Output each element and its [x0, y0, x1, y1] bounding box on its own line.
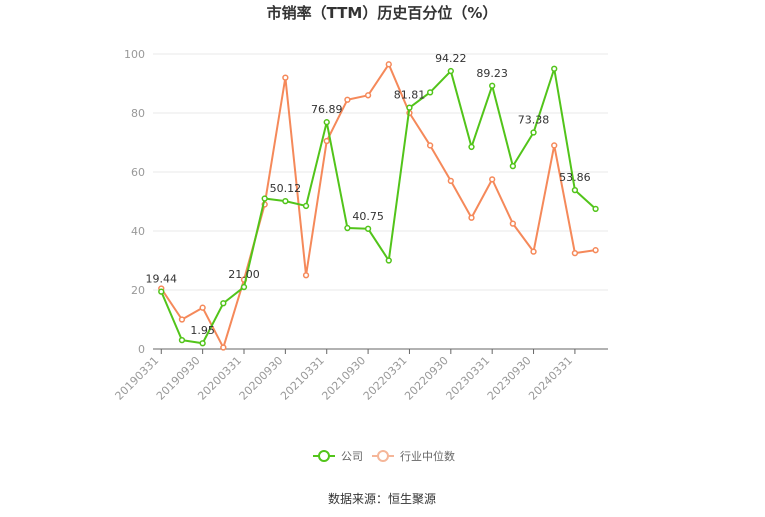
data-point: [468, 214, 475, 221]
data-label: 21.00: [228, 268, 260, 281]
y-axis: 0 20 40 60 80 100: [124, 48, 145, 356]
x-tick-label: 20210331: [278, 354, 327, 403]
data-point: [220, 344, 227, 351]
data-point: [530, 129, 537, 136]
data-point: [344, 224, 351, 232]
data-point: [282, 74, 289, 81]
data-labels: 19.44 1.95 21.00 50.12 76.89 40.75 81.81 94.22 8…: [146, 52, 591, 337]
data-label: 76.89: [311, 103, 343, 116]
data-point: [158, 288, 165, 295]
data-label: 73.38: [518, 114, 550, 127]
data-point: [199, 340, 206, 347]
data-label: 81.81: [394, 89, 426, 102]
x-tick-label: 20230331: [444, 354, 493, 403]
legend-industry-marker: [377, 450, 389, 462]
data-point: [509, 220, 517, 227]
data-point: [489, 82, 496, 89]
data-point: [199, 304, 206, 311]
series-line-0: [160, 67, 597, 345]
x-tick-label: 20200331: [195, 354, 244, 403]
data-point: [509, 162, 517, 170]
data-label: 40.75: [352, 210, 384, 223]
data-point: [447, 177, 454, 185]
y-tick-label: 100: [124, 48, 145, 61]
data-point: [426, 142, 434, 149]
y-tick-label: 60: [131, 166, 145, 179]
data-point: [344, 96, 351, 103]
data-label: 53.86: [559, 171, 591, 184]
data-point: [447, 67, 454, 75]
data-label: 50.12: [270, 182, 302, 195]
data-point: [592, 205, 599, 213]
data-point: [468, 143, 475, 151]
data-point: [530, 248, 537, 255]
data-point: [571, 186, 579, 194]
x-tick-label: 20210930: [319, 354, 368, 403]
data-point: [302, 272, 310, 279]
series-line-1: [160, 63, 596, 349]
x-tick-label: 20220930: [402, 354, 451, 403]
data-label: 1.95: [190, 324, 215, 337]
data-point: [261, 195, 268, 202]
y-tick-label: 0: [138, 343, 145, 356]
x-tick-label: 20220331: [361, 354, 410, 403]
data-point: [220, 300, 227, 307]
data-point: [178, 337, 186, 344]
data-point: [385, 257, 392, 264]
legend-item-industry-median[interactable]: 行业中位数: [372, 449, 455, 463]
y-tick-label: 80: [131, 107, 145, 120]
data-point: [571, 249, 579, 257]
data-point: [489, 176, 496, 183]
data-point: [178, 316, 186, 323]
data-point: [282, 197, 289, 205]
x-tick-label: 20240331: [526, 354, 575, 403]
legend-company-marker: [318, 450, 330, 462]
series-layer: [158, 61, 599, 351]
data-point: [240, 283, 248, 291]
chart-title: 市销率（TTM）历史百分位（%）: [267, 4, 498, 22]
x-tick-label: 20190930: [154, 354, 203, 403]
grid-lines: [153, 53, 608, 291]
legend[interactable]: 公司 行业中位数: [313, 449, 455, 463]
data-point: [302, 202, 310, 210]
x-axis: 2019033120190930202003312020093020210331…: [113, 348, 608, 403]
data-point: [406, 104, 413, 111]
data-point: [323, 119, 330, 126]
data-point: [551, 65, 558, 72]
legend-item-company[interactable]: 公司: [313, 450, 363, 463]
x-tick-label: 20190331: [113, 354, 162, 403]
data-source: 数据来源：恒生聚源: [328, 491, 436, 506]
data-point: [426, 89, 434, 96]
y-tick-label: 40: [131, 225, 145, 238]
data-point: [592, 247, 599, 254]
x-tick-label: 20230930: [485, 354, 534, 403]
data-label: 94.22: [435, 52, 467, 65]
data-label: 19.44: [146, 273, 178, 286]
data-label: 89.23: [476, 67, 508, 80]
data-point: [385, 61, 392, 68]
data-point: [364, 92, 372, 99]
x-tick-label: 20200930: [237, 354, 286, 403]
y-tick-label: 20: [131, 284, 145, 297]
data-point: [551, 142, 558, 149]
data-point: [364, 225, 372, 232]
data-point: [323, 137, 330, 145]
legend-company-label: 公司: [341, 450, 363, 463]
legend-industry-label: 行业中位数: [400, 449, 455, 463]
